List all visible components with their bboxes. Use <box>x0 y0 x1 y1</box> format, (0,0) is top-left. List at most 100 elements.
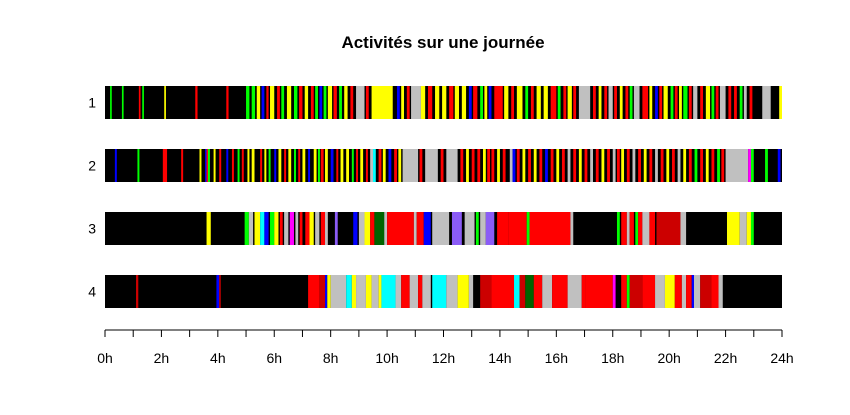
timeline-row: 1 <box>88 86 782 119</box>
activity-segment <box>401 86 405 119</box>
activity-segment <box>411 86 421 119</box>
activity-segment <box>137 149 140 182</box>
activity-segment <box>299 212 303 245</box>
activity-segment <box>418 275 423 308</box>
activity-segment <box>739 86 743 119</box>
activity-segment <box>762 86 771 119</box>
activity-segment <box>365 86 369 119</box>
activity-segment <box>226 86 229 119</box>
activity-segment <box>519 275 526 308</box>
activity-segment <box>491 149 495 182</box>
activity-segment <box>508 212 527 245</box>
activity-segment <box>327 275 331 308</box>
activity-segment <box>319 86 323 119</box>
activity-segment <box>449 86 454 119</box>
activity-segment <box>372 149 376 182</box>
activity-segment <box>750 212 754 245</box>
activity-segment <box>584 149 588 182</box>
activity-segment <box>420 86 426 119</box>
activity-segment <box>164 86 166 119</box>
activity-segment <box>629 275 643 308</box>
activity-segment <box>516 86 523 119</box>
activity-segment <box>530 86 534 119</box>
activity-segment <box>509 149 513 182</box>
activity-segment <box>413 212 417 245</box>
activity-segment <box>726 212 740 245</box>
activity-segment <box>284 149 287 182</box>
row-label: 1 <box>88 95 96 111</box>
axis-tick-label: 12h <box>432 350 455 366</box>
activity-segment <box>660 149 664 182</box>
axis-tick-label: 22h <box>714 350 737 366</box>
axis-tick-label: 18h <box>601 350 624 366</box>
activity-segment <box>309 212 314 245</box>
activity-segment <box>370 212 375 245</box>
activity-segment <box>550 86 557 119</box>
activity-segment <box>750 149 754 182</box>
activity-segment <box>248 212 254 245</box>
activity-segment <box>247 149 250 182</box>
activity-segment <box>626 275 630 308</box>
activity-segment <box>601 149 605 182</box>
activity-segment <box>199 149 202 182</box>
activity-segment <box>319 275 326 308</box>
activity-segment <box>497 149 500 182</box>
activity-segment <box>371 275 379 308</box>
activity-segment <box>241 149 244 182</box>
activity-segment <box>567 275 582 308</box>
activity-segment <box>315 212 320 245</box>
activity-segment <box>334 212 338 245</box>
activity-segment <box>656 212 681 245</box>
activity-segment <box>585 275 613 308</box>
activity-segment <box>614 86 617 119</box>
activity-segment <box>514 275 520 308</box>
row-label: 2 <box>88 158 96 174</box>
axis-tick-label: 14h <box>488 350 511 366</box>
activity-segment <box>484 86 488 119</box>
activity-segment <box>387 212 414 245</box>
activity-segment <box>378 275 382 308</box>
activity-segment <box>138 86 141 119</box>
activity-segment <box>346 149 349 182</box>
activity-segment <box>626 149 630 182</box>
activity-segment <box>365 149 368 182</box>
activity-segment <box>305 212 310 245</box>
activity-segment <box>777 149 781 182</box>
activity-segment <box>536 86 541 119</box>
activity-segment <box>356 149 359 182</box>
activity-segment <box>629 212 634 245</box>
axis-tick-label: 16h <box>545 350 568 366</box>
activity-segment <box>302 149 306 182</box>
activity-segment <box>110 86 112 119</box>
timeline-row: 4 <box>88 275 782 308</box>
activity-segment <box>440 149 444 182</box>
activity-segment <box>381 275 396 308</box>
activity-segment <box>325 275 328 308</box>
activity-segment <box>360 149 364 182</box>
activity-segment <box>402 149 419 182</box>
activity-segment <box>279 212 283 245</box>
row-label: 4 <box>88 284 96 300</box>
activity-segment <box>451 212 462 245</box>
activity-segment <box>468 275 474 308</box>
activity-segment <box>649 212 656 245</box>
activity-segment <box>688 149 692 182</box>
activity-segment <box>581 275 586 308</box>
activity-segment <box>694 149 698 182</box>
activity-segment <box>136 275 139 308</box>
x-axis: 0h 2h 4h 6h 8h 10h 12h 14h 16h 18h 20h 22h 24h <box>97 329 794 366</box>
activity-segment <box>488 86 492 119</box>
activity-segment <box>674 275 682 308</box>
activity-segment <box>313 149 317 182</box>
activity-segment <box>320 212 326 245</box>
activity-segment <box>461 86 467 119</box>
activity-segment <box>563 86 567 119</box>
activity-segment <box>608 86 613 119</box>
activity-segment <box>612 149 616 182</box>
activity-segment <box>573 149 577 182</box>
activity-segment <box>642 275 656 308</box>
activity-segment <box>728 86 732 119</box>
activity-segment <box>593 86 596 119</box>
activity-segment <box>743 86 747 119</box>
